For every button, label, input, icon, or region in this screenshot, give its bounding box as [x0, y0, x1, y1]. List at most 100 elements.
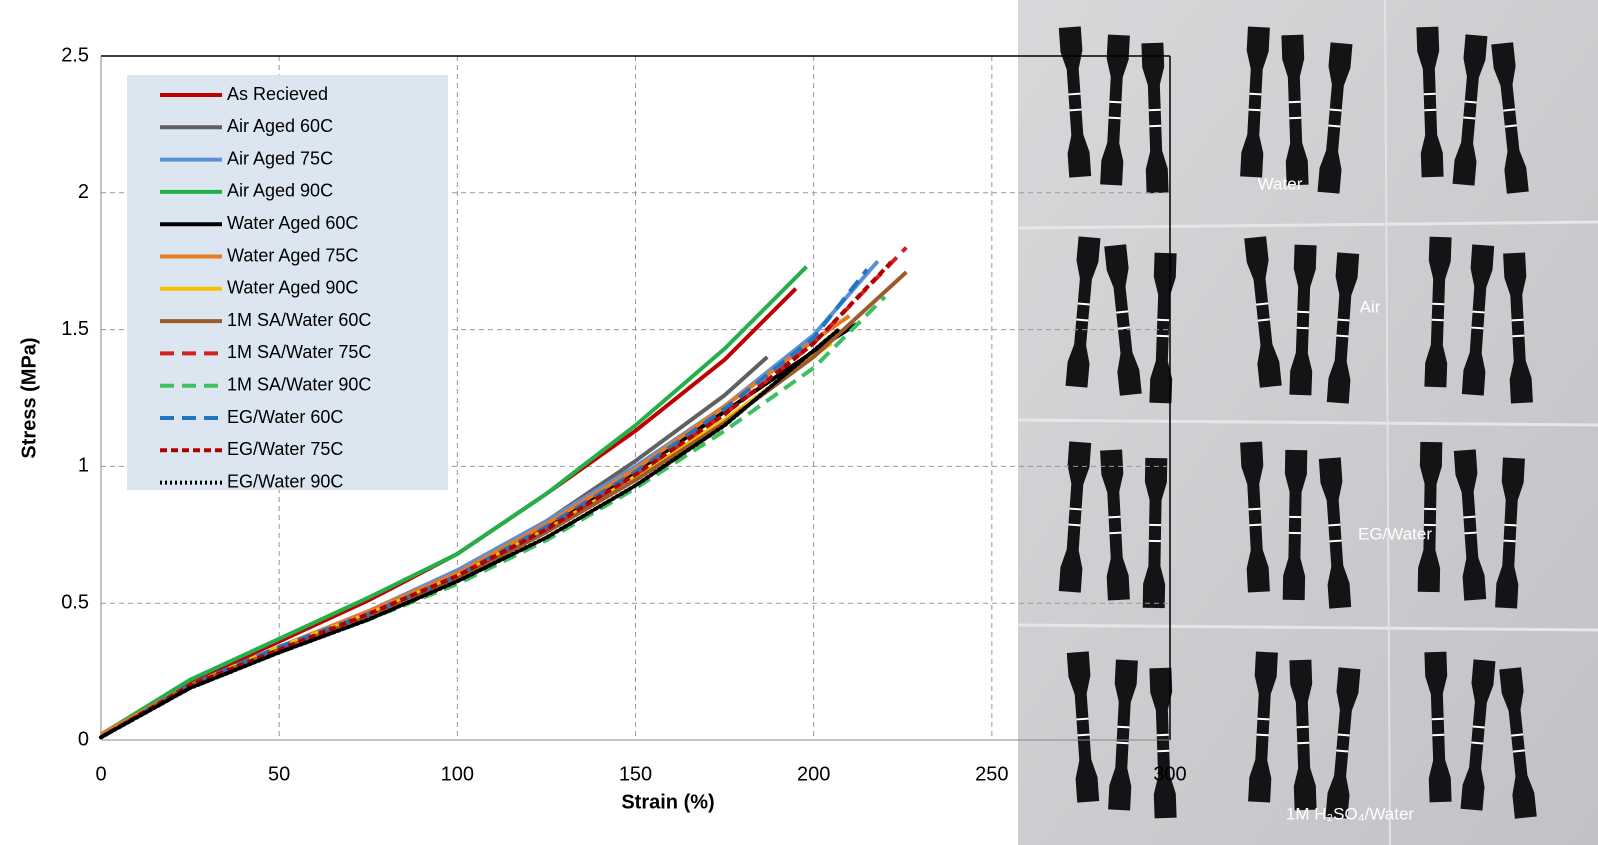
gauge-mark [1257, 717, 1270, 721]
specimen [1453, 449, 1487, 601]
specimen [1100, 449, 1130, 601]
specimen [1499, 667, 1537, 819]
specimen [1317, 42, 1353, 194]
photo-label: EG/Water [1358, 524, 1432, 543]
specimen [1452, 34, 1488, 186]
y-tick-label: 2 [78, 181, 89, 203]
gauge-mark [1337, 733, 1350, 737]
gauge-mark [1463, 515, 1476, 519]
gauge-mark [1328, 124, 1341, 128]
gauge-mark [1329, 108, 1342, 112]
series-line [99, 265, 808, 737]
x-tick-label: 200 [797, 763, 830, 785]
specimen [1065, 236, 1101, 388]
gauge-mark [1257, 318, 1270, 322]
gauge-mark [1472, 725, 1485, 729]
specimen [1248, 651, 1278, 803]
specimen [1066, 651, 1100, 803]
photo-label: 1M H₂SO₄/Water [1286, 804, 1414, 823]
x-axis-label: Strain (%) [621, 791, 714, 813]
gauge-mark [1464, 100, 1477, 104]
gauge-mark [1503, 108, 1516, 112]
legend-label: Water Aged 90C [227, 278, 358, 298]
y-axis-label: Stress (MPa) [18, 337, 40, 458]
gauge-mark [1109, 100, 1122, 104]
gauge-mark [1069, 507, 1082, 511]
specimen [1240, 26, 1270, 178]
legend-label: Water Aged 75C [227, 245, 358, 265]
gauge-mark [1248, 108, 1261, 112]
specimen [1058, 26, 1092, 178]
x-tick-label: 100 [441, 763, 474, 785]
legend-label: Water Aged 60C [227, 213, 358, 233]
specimen [1460, 659, 1496, 811]
specimen [1108, 659, 1138, 811]
gauge-mark [1076, 318, 1089, 322]
gauge-mark [1068, 92, 1081, 96]
gauge-mark [1328, 523, 1341, 527]
gauge-mark [1108, 515, 1121, 519]
specimen [1416, 26, 1444, 178]
legend-label: 1M SA/Water 60C [227, 310, 371, 330]
legend-label: 1M SA/Water 75C [227, 342, 371, 362]
specimen [1424, 236, 1452, 388]
paper-fold [1384, 0, 1391, 845]
gauge-mark [1108, 116, 1121, 120]
photo-label: Water [1258, 174, 1303, 193]
photo-label: Air [1360, 297, 1381, 316]
specimen [1240, 441, 1270, 593]
specimen [1326, 252, 1360, 404]
specimen [1318, 457, 1352, 609]
gauge-mark [1504, 124, 1517, 128]
gauge-mark [1076, 717, 1089, 721]
gauge-mark [1464, 531, 1477, 535]
specimen [1461, 244, 1495, 396]
gauge-mark [1248, 507, 1261, 511]
gauge-mark [1511, 318, 1524, 322]
gauge-mark [1077, 733, 1090, 737]
legend-label: As Recieved [227, 84, 328, 104]
gauge-mark [1116, 741, 1129, 745]
legend-label: Air Aged 90C [227, 181, 333, 201]
legend-box [127, 75, 448, 490]
gauge-mark [1329, 539, 1342, 543]
legend-label: EG/Water 60C [227, 407, 343, 427]
series-line [99, 327, 841, 740]
gauge-mark [1472, 310, 1485, 314]
gauge-mark [1336, 334, 1349, 338]
y-tick-label: 1.5 [61, 318, 89, 340]
legend-label: Air Aged 75C [227, 148, 333, 168]
specimen [1282, 449, 1308, 601]
specimen [1424, 651, 1452, 803]
specimen [1141, 42, 1169, 194]
specimen [1325, 667, 1361, 819]
gauge-mark [1077, 302, 1090, 306]
y-tick-label: 0 [78, 728, 89, 750]
gauge-mark [1068, 523, 1081, 527]
gauge-mark [1511, 733, 1524, 737]
gauge-mark [1471, 741, 1484, 745]
gauge-mark [1116, 310, 1129, 314]
gauge-mark [1336, 749, 1349, 753]
gauge-mark [1117, 326, 1130, 330]
series-line [100, 295, 887, 740]
gauge-mark [1504, 523, 1517, 527]
specimen [1149, 667, 1177, 819]
gauge-mark [1463, 116, 1476, 120]
specimen [1417, 441, 1443, 593]
gauge-mark [1249, 523, 1262, 527]
gauge-mark [1249, 92, 1262, 96]
gauge-mark [1069, 108, 1082, 112]
x-tick-label: 0 [95, 763, 106, 785]
specimen [1503, 252, 1533, 404]
gauge-mark [1256, 733, 1269, 737]
specimen [1244, 236, 1282, 388]
specimen [1100, 34, 1130, 186]
y-tick-label: 0.5 [61, 591, 89, 613]
x-tick-label: 300 [1153, 763, 1186, 785]
paper-fold [1017, 418, 1598, 427]
specimen [1491, 42, 1529, 194]
gauge-mark [1337, 318, 1350, 322]
series-line [99, 259, 894, 739]
legend-label: Air Aged 60C [227, 116, 333, 136]
